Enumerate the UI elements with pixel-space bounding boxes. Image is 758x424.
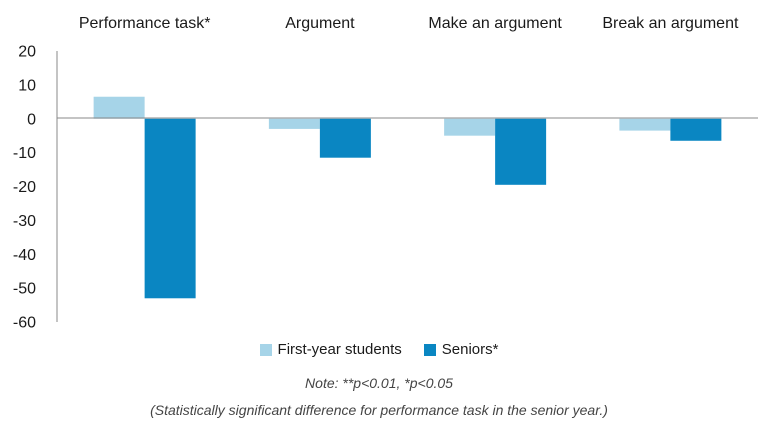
bar-seniors-argument bbox=[319, 118, 371, 158]
y-tick-label: -30 bbox=[13, 213, 36, 230]
y-tick-label: 20 bbox=[18, 44, 36, 61]
bar-seniors-break-an-argument bbox=[670, 118, 722, 141]
bar-first-year-students-break-an-argument bbox=[619, 118, 671, 131]
category-label-performance-task: Performance task* bbox=[79, 15, 211, 32]
y-tick-label: -50 bbox=[13, 281, 36, 298]
y-tick-label: -10 bbox=[13, 145, 36, 162]
category-label-argument: Argument bbox=[285, 15, 355, 32]
note-explanation: (Statistically significant difference fo… bbox=[150, 402, 608, 418]
category-label-make-an-argument: Make an argument bbox=[428, 15, 562, 32]
legend-label-first-year: First-year students bbox=[277, 341, 402, 358]
bar-first-year-students-argument bbox=[268, 118, 320, 129]
legend-swatch-first-year bbox=[259, 343, 272, 356]
y-tick-label: 0 bbox=[27, 111, 36, 128]
legend-item-seniors: Seniors* bbox=[423, 341, 499, 358]
y-tick-label: -60 bbox=[13, 315, 36, 332]
bar-seniors-performance-task bbox=[144, 118, 196, 299]
bar-first-year-students-make-an-argument bbox=[444, 118, 496, 136]
legend-label-seniors: Seniors* bbox=[441, 341, 499, 358]
bar-chart: 20 10 0 -10 -20 -30 -40 -50 -60 Performance task*… bbox=[13, 15, 758, 332]
y-tick-label: -20 bbox=[13, 179, 36, 196]
legend-swatch-seniors bbox=[423, 343, 436, 356]
note-significance: Note: **p<0.01, *p<0.05 bbox=[305, 375, 453, 391]
bar-seniors-make-an-argument bbox=[495, 118, 547, 185]
legend-item-first-year: First-year students bbox=[259, 341, 402, 358]
bar-first-year-students-performance-task bbox=[93, 96, 145, 119]
legend: First-year students Seniors* bbox=[0, 341, 758, 358]
category-label-break-an-argument: Break an argument bbox=[602, 15, 739, 32]
y-tick-label: -40 bbox=[13, 247, 36, 264]
y-tick-label: 10 bbox=[18, 77, 36, 94]
